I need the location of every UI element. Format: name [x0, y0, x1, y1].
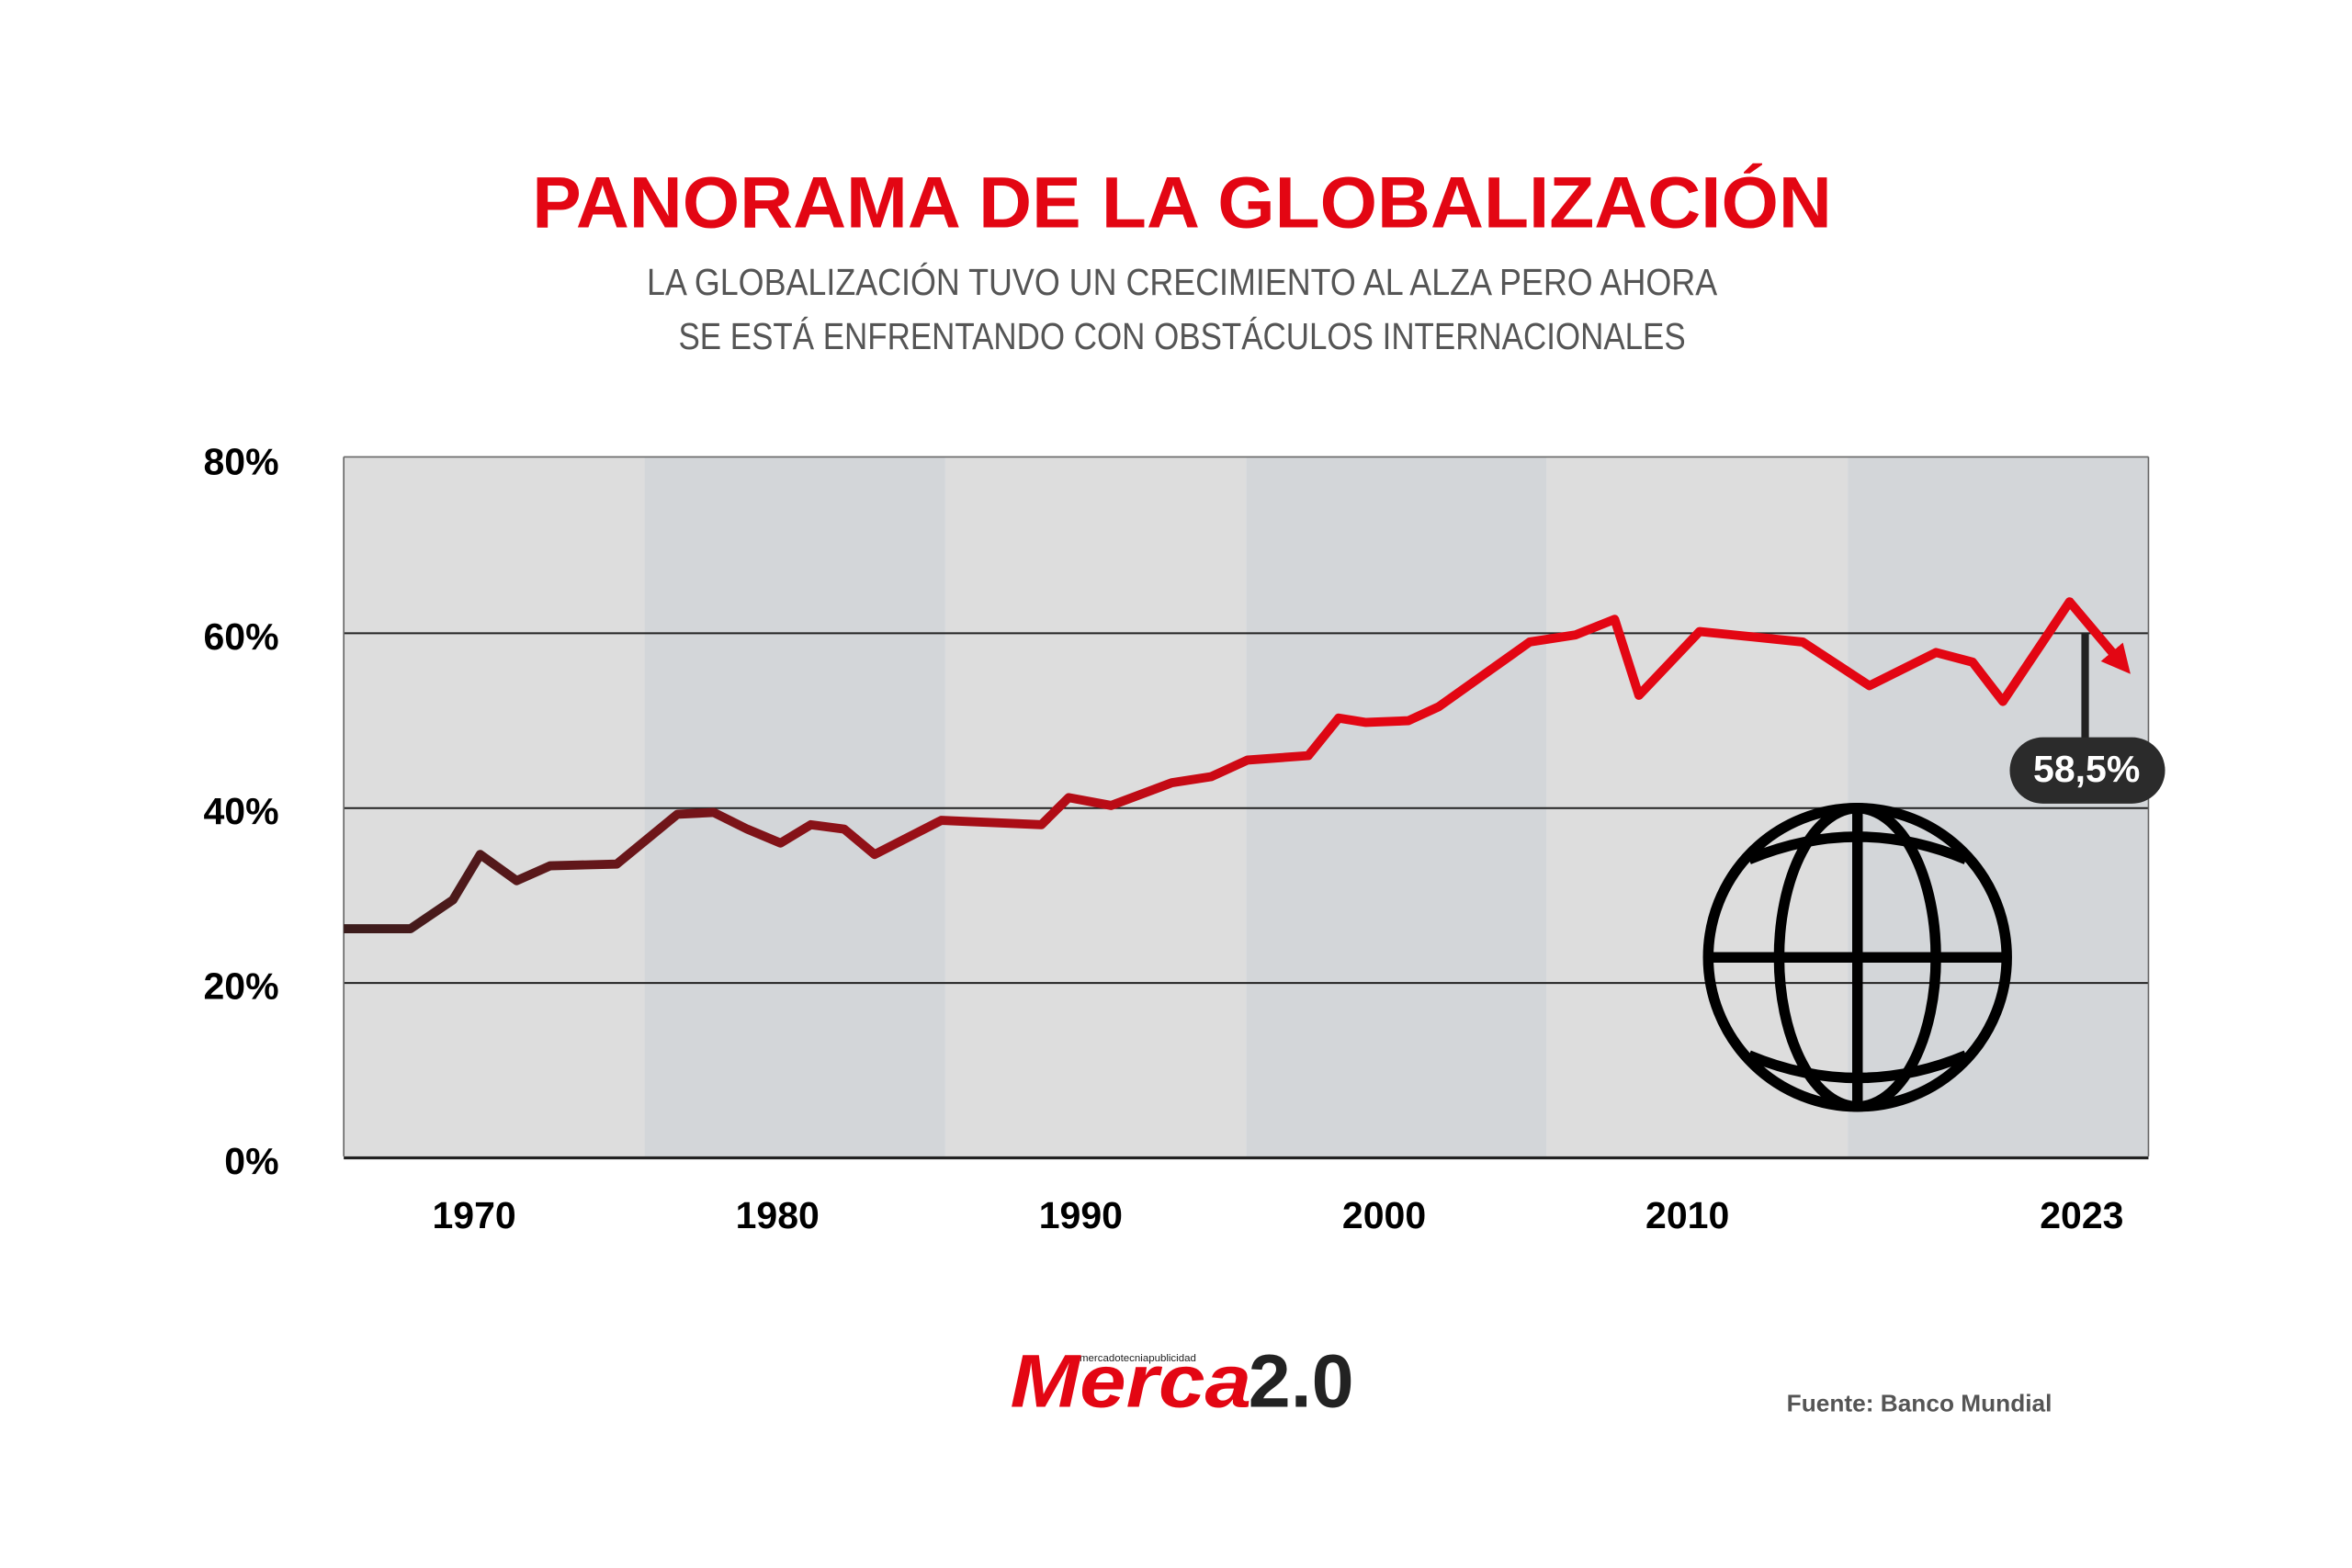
subtitle: LA GLOBALIZACIÓN TUVO UN CRECIMIENTO AL … — [647, 261, 1718, 303]
annotation-badge — [2009, 737, 2165, 804]
y-tick-label: 20% — [203, 965, 278, 1008]
x-tick-label: 1970 — [432, 1194, 515, 1236]
data-line — [344, 597, 2131, 934]
subtitle: SE ESTÁ ENFRENTANDO CON OBSTÁCULOS INTER… — [678, 315, 1685, 357]
x-tick-label: 2000 — [1342, 1194, 1426, 1236]
plot-band — [1546, 457, 1849, 1156]
y-tick-label: 40% — [203, 790, 278, 832]
x-tick-label: 1990 — [1039, 1194, 1123, 1236]
plot-band — [1848, 457, 2149, 1156]
grid — [344, 632, 2149, 1160]
plot-band — [644, 457, 945, 1156]
logo: Merca — [1010, 1340, 1251, 1424]
y-tick-label: 80% — [203, 440, 278, 482]
y-tick-label: 0% — [224, 1140, 278, 1182]
globe-icon — [1702, 803, 2012, 1112]
logo-tagline: mercadotecniapublicidad — [1080, 1353, 1196, 1364]
annotation: 58,5% — [2033, 748, 2140, 790]
source: Fuente: Banco Mundial — [1787, 1390, 2052, 1417]
logo: 2.0 — [1249, 1340, 1354, 1424]
x-tick-label: 2010 — [1645, 1194, 1729, 1236]
x-tick-label: 1980 — [736, 1194, 820, 1236]
chart-title: PANORAMA DE LA GLOBALIZACIÓN — [532, 162, 1832, 243]
plot-band — [1246, 457, 1547, 1156]
y-tick-label: 60% — [203, 615, 278, 658]
plot — [344, 597, 2131, 934]
x-tick-label: 2023 — [2040, 1194, 2123, 1236]
plot-bands — [344, 457, 2149, 1156]
plot-band — [344, 457, 645, 1156]
